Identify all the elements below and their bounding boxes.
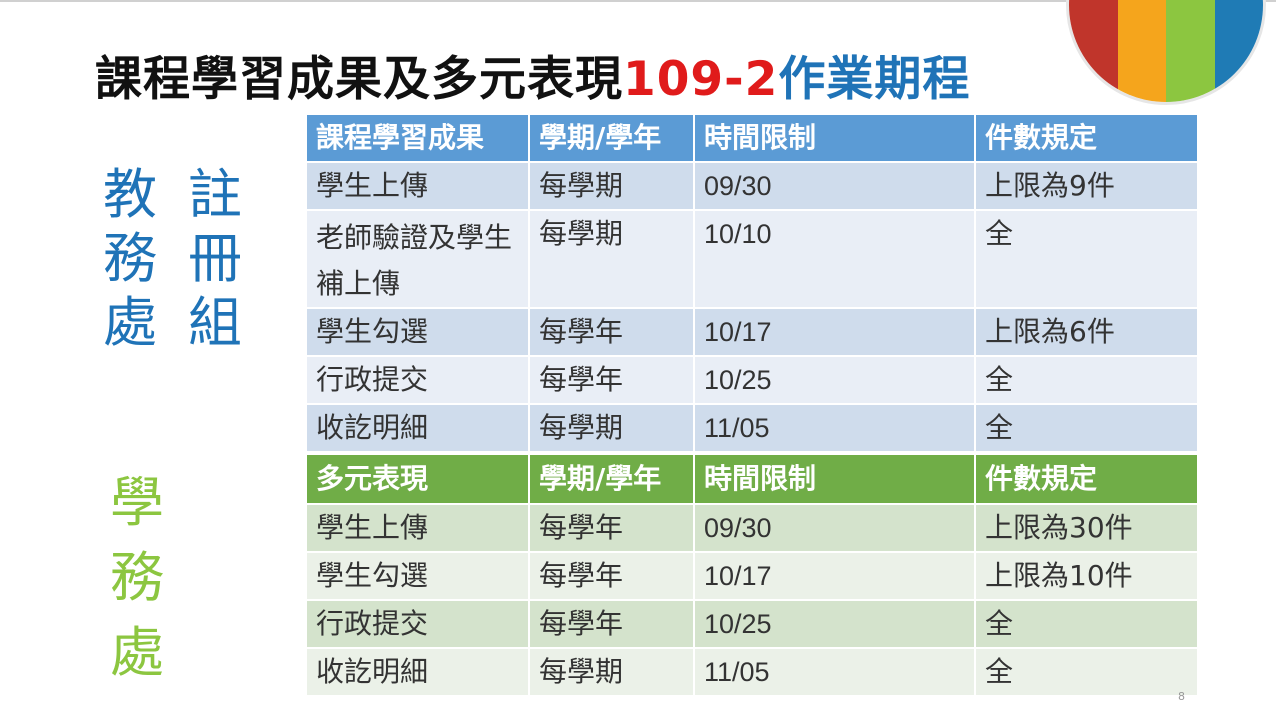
table-row: 學生勾選 每學年 10/17 上限為10件 (305, 551, 1199, 601)
label-student-affairs: 學務處 (110, 471, 164, 684)
learning-outcomes-table: 課程學習成果 學期/學年 時間限制 件數規定 學生上傳 每學期 09/30 上限… (305, 113, 1199, 453)
limit-cell: 上限為30件 (974, 503, 1199, 553)
top-border-line (0, 0, 1276, 2)
limit-cell: 全 (974, 647, 1199, 697)
item-cell: 學生勾選 (305, 551, 530, 601)
diverse-performance-table: 多元表現 學期/學年 時間限制 件數規定 學生上傳 每學年 09/30 上限為3… (305, 453, 1199, 697)
table-header-row: 課程學習成果 學期/學年 時間限制 件數規定 (305, 113, 1199, 163)
header-cell: 時間限制 (693, 453, 976, 505)
item-cell: 學生上傳 (305, 161, 530, 211)
logo-stripe-blue (1214, 0, 1263, 102)
slide-title: 課程學習成果及多元表現109-2作業期程 (95, 48, 970, 112)
deadline-cell: 10/17 (693, 551, 976, 601)
limit-cell: 全 (974, 209, 1199, 309)
deadline-cell: 10/25 (693, 355, 976, 405)
item-cell: 收訖明細 (305, 403, 530, 453)
header-cell: 課程學習成果 (305, 113, 530, 163)
table-row: 行政提交 每學年 10/25 全 (305, 355, 1199, 405)
term-cell: 每學年 (528, 355, 695, 405)
term-cell: 每學期 (528, 161, 695, 211)
limit-cell: 全 (974, 355, 1199, 405)
term-cell: 每學年 (528, 551, 695, 601)
table-row: 行政提交 每學年 10/25 全 (305, 599, 1199, 649)
term-cell: 每學年 (528, 307, 695, 357)
label-academic-affairs: 教務處 (103, 163, 157, 354)
item-cell: 收訖明細 (305, 647, 530, 697)
header-cell: 學期/學年 (528, 453, 695, 505)
deadline-cell: 10/10 (693, 209, 976, 309)
label-registration-section: 註冊組 (188, 163, 242, 354)
term-cell: 每學年 (528, 503, 695, 553)
item-cell: 行政提交 (305, 355, 530, 405)
term-cell: 每學期 (528, 403, 695, 453)
limit-cell: 上限為6件 (974, 307, 1199, 357)
limit-cell: 全 (974, 403, 1199, 453)
deadline-cell: 11/05 (693, 403, 976, 453)
deadline-cell: 09/30 (693, 503, 976, 553)
term-cell: 每學期 (528, 647, 695, 697)
deadline-cell: 11/05 (693, 647, 976, 697)
logo-stripe-green (1166, 0, 1215, 102)
header-cell: 件數規定 (974, 453, 1199, 505)
item-cell: 學生上傳 (305, 503, 530, 553)
table-row: 學生勾選 每學年 10/17 上限為6件 (305, 307, 1199, 357)
term-cell: 每學期 (528, 209, 695, 309)
table-row: 收訖明細 每學期 11/05 全 (305, 647, 1199, 697)
table-row: 老師驗證及學生補上傳 每學期 10/10 全 (305, 209, 1199, 309)
item-cell: 行政提交 (305, 599, 530, 649)
table-row: 學生上傳 每學期 09/30 上限為9件 (305, 161, 1199, 211)
limit-cell: 上限為10件 (974, 551, 1199, 601)
term-cell: 每學年 (528, 599, 695, 649)
deadline-cell: 09/30 (693, 161, 976, 211)
slide-title-term: 109-2 (623, 52, 779, 107)
logo-stripe-orange (1117, 0, 1166, 102)
page-number: 8 (1178, 690, 1185, 703)
header-cell: 件數規定 (974, 113, 1199, 163)
table-header-row: 多元表現 學期/學年 時間限制 件數規定 (305, 453, 1199, 505)
slide-title-main: 課程學習成果及多元表現 (95, 52, 623, 107)
slide-title-schedule: 作業期程 (778, 52, 971, 107)
deadline-cell: 10/17 (693, 307, 976, 357)
limit-cell: 全 (974, 599, 1199, 649)
table-row: 學生上傳 每學年 09/30 上限為30件 (305, 503, 1199, 553)
header-cell: 時間限制 (693, 113, 976, 163)
decorative-logo-circle (1066, 0, 1266, 105)
item-cell: 學生勾選 (305, 307, 530, 357)
logo-stripe-red (1069, 0, 1118, 102)
table-row: 收訖明細 每學期 11/05 全 (305, 403, 1199, 453)
limit-cell: 上限為9件 (974, 161, 1199, 211)
item-cell: 老師驗證及學生補上傳 (305, 209, 530, 309)
deadline-cell: 10/25 (693, 599, 976, 649)
header-cell: 多元表現 (305, 453, 530, 505)
header-cell: 學期/學年 (528, 113, 695, 163)
